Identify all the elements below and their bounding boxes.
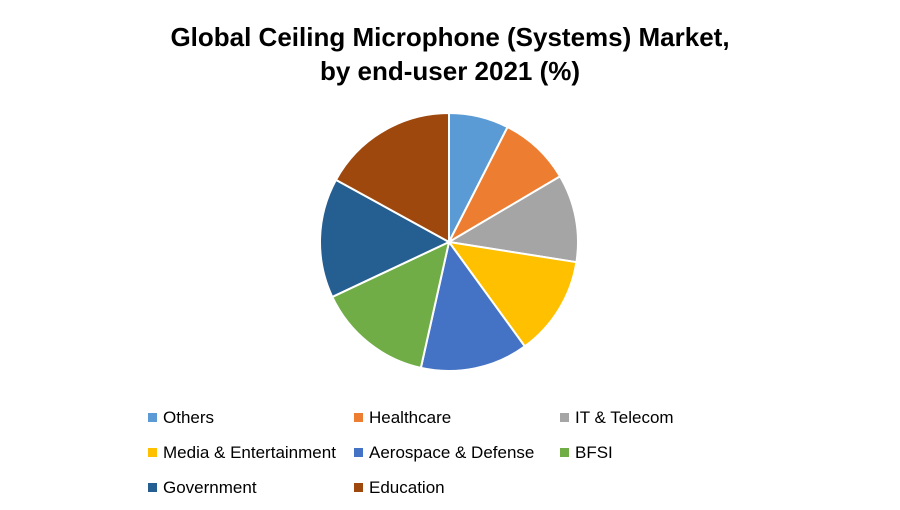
pie-slice-bfsi xyxy=(330,240,451,370)
legend-item-healthcare: Healthcare xyxy=(354,400,560,435)
legend-swatch xyxy=(560,448,569,457)
legend-item-bfsi: BFSI xyxy=(560,435,766,470)
legend-label: BFSI xyxy=(575,442,613,462)
pie-slice-government xyxy=(319,178,452,299)
legend-label: Media & Entertainment xyxy=(163,442,336,462)
legend-label: Government xyxy=(163,477,257,497)
legend-item-media-entertainment: Media & Entertainment xyxy=(148,435,354,470)
legend-label: Aerospace & Defense xyxy=(369,442,535,462)
legend-item-aerospace-defense: Aerospace & Defense xyxy=(354,435,560,470)
legend-item-others: Others xyxy=(148,400,354,435)
chart-title-line1: Global Ceiling Microphone (Systems) Mark… xyxy=(170,22,730,52)
pie-slice-education xyxy=(334,111,450,244)
legend-swatch xyxy=(148,483,157,492)
legend-label: Others xyxy=(163,407,215,427)
legend-item-education: Education xyxy=(354,470,560,505)
chart-legend: Others Healthcare IT & Telecom Media & Ente… xyxy=(148,400,768,505)
pie-slice-media-entertainment xyxy=(446,240,578,348)
chart-title-line2: by end-user 2021 (%) xyxy=(319,56,581,86)
legend-label: Healthcare xyxy=(369,407,452,427)
legend-swatch xyxy=(148,413,157,422)
pie-slice-it-telecom xyxy=(446,174,579,264)
legend-label: Education xyxy=(369,477,445,497)
legend-item-it-telecom: IT & Telecom xyxy=(560,400,766,435)
legend-swatch xyxy=(148,448,157,457)
legend-swatch xyxy=(354,413,363,422)
legend-label: IT & Telecom xyxy=(575,407,674,427)
legend-swatch xyxy=(354,448,363,457)
legend-item-government: Government xyxy=(148,470,354,505)
pie-slice-aerospace-defense xyxy=(419,239,527,372)
legend-swatch xyxy=(354,483,363,492)
legend-swatch xyxy=(560,413,569,422)
